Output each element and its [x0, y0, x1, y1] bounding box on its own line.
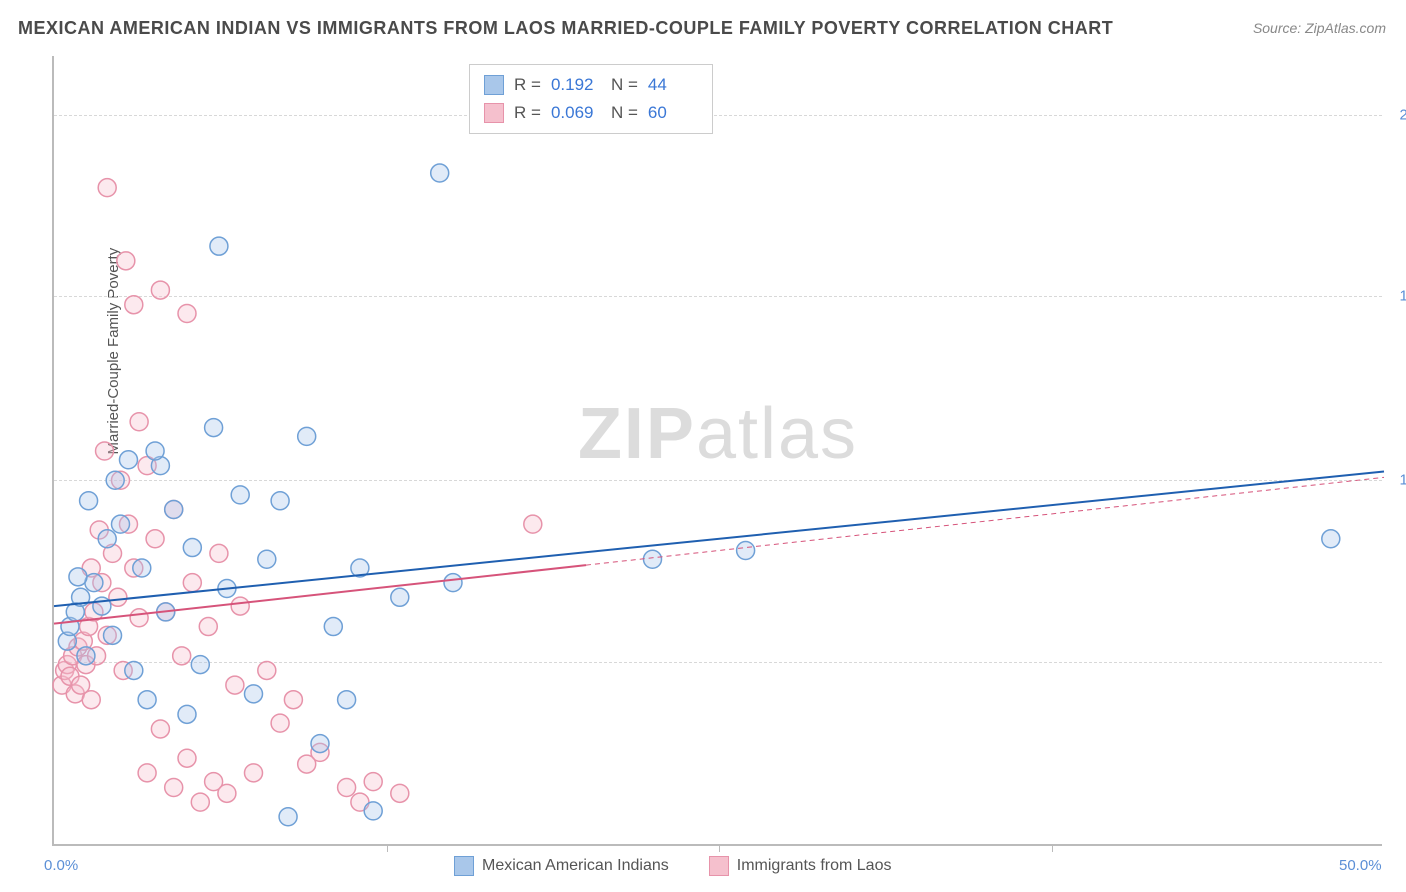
y-tick-label: 6.3% [1387, 653, 1406, 670]
x-tick-label: 50.0% [1339, 857, 1382, 874]
stats-r-value-0: 0.192 [551, 71, 601, 99]
swatch-series-0 [484, 75, 504, 95]
stats-row-series-1: R = 0.069 N = 60 [484, 99, 698, 127]
stats-r-label: R = [514, 99, 541, 127]
stats-row-series-0: R = 0.192 N = 44 [484, 71, 698, 99]
legend-item-0: Mexican American Indians [454, 856, 669, 876]
legend-label-1: Immigrants from Laos [737, 857, 892, 875]
scatter-svg [54, 56, 1382, 844]
x-tick-label: 0.0% [44, 857, 78, 874]
stats-r-value-1: 0.069 [551, 99, 601, 127]
stats-n-value-0: 44 [648, 71, 698, 99]
bottom-legend: Mexican American Indians Immigrants from… [454, 856, 891, 876]
plot-area: ZIPatlas 6.3%12.5%18.8%25.0% R = 0.192 N… [52, 56, 1382, 846]
stats-n-label: N = [611, 99, 638, 127]
legend-item-1: Immigrants from Laos [709, 856, 892, 876]
y-tick-label: 12.5% [1387, 472, 1406, 489]
legend-swatch-1 [709, 856, 729, 876]
stats-n-value-1: 60 [648, 99, 698, 127]
chart-title: MEXICAN AMERICAN INDIAN VS IMMIGRANTS FR… [18, 18, 1113, 39]
swatch-series-1 [484, 103, 504, 123]
legend-label-0: Mexican American Indians [482, 857, 669, 875]
y-tick-label: 25.0% [1387, 106, 1406, 123]
stats-n-label: N = [611, 71, 638, 99]
y-tick-label: 18.8% [1387, 287, 1406, 304]
source-label: Source: ZipAtlas.com [1253, 20, 1386, 36]
stats-box: R = 0.192 N = 44 R = 0.069 N = 60 [469, 64, 713, 134]
stats-r-label: R = [514, 71, 541, 99]
legend-swatch-0 [454, 856, 474, 876]
